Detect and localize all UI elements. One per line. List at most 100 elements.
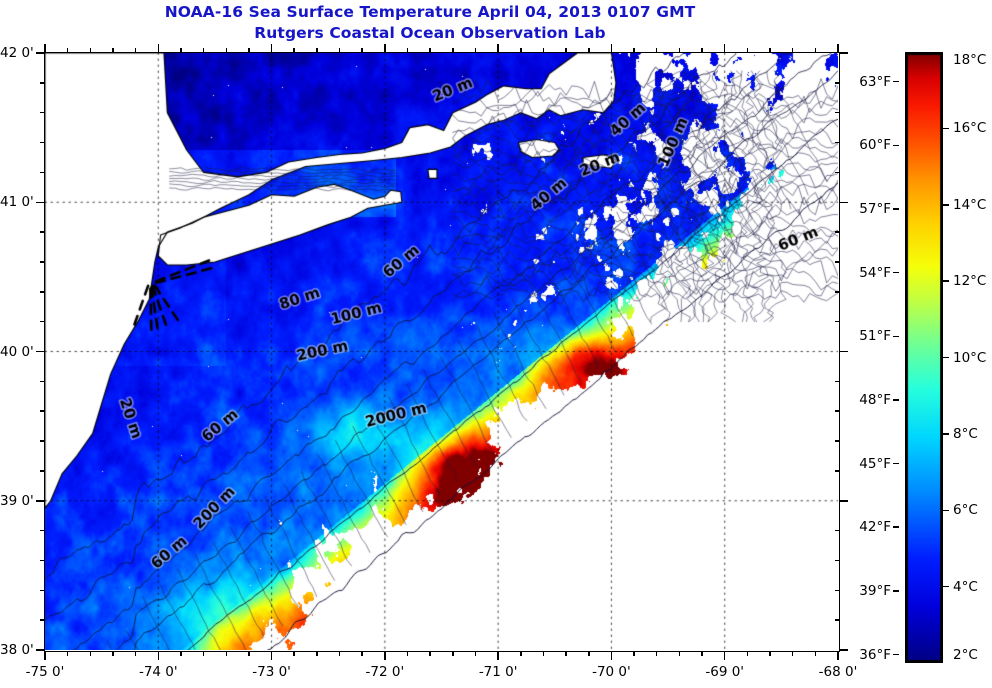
page-title: NOAA-16 Sea Surface Temperature April 04…	[164, 3, 696, 21]
colorbar-label-fahrenheit: 39°F	[859, 582, 891, 599]
colorbar-label-celsius: 2°C	[953, 647, 978, 663]
x-axis-label: -75 0'	[25, 664, 65, 680]
colorbar-tick-fahrenheit	[893, 335, 899, 338]
y-axis-label: 42 0'	[0, 45, 34, 61]
x-tick-minor-top	[406, 48, 409, 53]
x-tick-minor	[565, 651, 567, 656]
colorbar-label-celsius: 8°C	[953, 425, 978, 442]
x-tick-major-top	[270, 44, 273, 53]
y-tick-major	[36, 500, 45, 502]
y-tick-minor	[40, 440, 45, 442]
y-tick-major-right	[839, 52, 848, 54]
x-tick-minor-top	[452, 48, 454, 53]
colorbar-tick-celsius	[943, 433, 949, 435]
colorbar-tick-fahrenheit	[893, 462, 899, 465]
colorbar-tick-fahrenheit	[893, 144, 899, 147]
x-tick-major-top	[44, 44, 46, 53]
x-tick-minor-top	[134, 48, 137, 53]
x-tick-minor	[202, 651, 205, 656]
x-tick-minor-top	[542, 48, 545, 53]
sst-map-plot[interactable]	[44, 52, 840, 652]
y-tick-minor	[40, 141, 45, 144]
x-tick-minor	[248, 651, 250, 656]
y-tick-minor-right	[835, 291, 840, 293]
x-tick-minor-top	[678, 48, 681, 53]
y-tick-minor-right	[835, 380, 840, 383]
x-tick-minor-top	[338, 48, 341, 53]
x-tick-minor-top	[89, 48, 92, 53]
y-tick-minor-right	[835, 141, 840, 144]
x-tick-major-top	[497, 44, 499, 53]
x-tick-minor-top	[655, 48, 658, 53]
y-axis-label: 38 0'	[0, 642, 34, 658]
colorbar-tick-fahrenheit	[893, 399, 899, 401]
colorbar-tick-fahrenheit	[893, 271, 899, 274]
colorbar-legend[interactable]: 2°C 4°C 6°C 8°C 10°C 12°C 14°C 16°C 18°C 36°F 39°…	[859, 52, 986, 663]
x-tick-minor-top	[225, 48, 227, 53]
x-tick-minor-top	[202, 48, 205, 53]
colorbar-label-celsius: 12°C	[953, 273, 987, 290]
x-tick-minor	[701, 651, 703, 656]
colorbar-tick-fahrenheit	[893, 590, 899, 592]
x-tick-minor	[180, 651, 182, 656]
colorbar-label-fahrenheit: 57°F	[859, 200, 891, 217]
colorbar-label-celsius: 6°C	[953, 502, 978, 519]
x-tick-minor	[429, 651, 431, 656]
x-tick-major	[837, 651, 839, 660]
colorbar-gradient	[905, 52, 943, 663]
y-tick-minor-right	[835, 111, 840, 114]
x-tick-major-top	[384, 44, 386, 53]
y-tick-minor-right	[835, 410, 840, 412]
x-tick-major-top	[723, 44, 726, 53]
y-tick-minor-right	[835, 231, 840, 233]
colorbar-tick-fahrenheit	[893, 653, 899, 656]
y-tick-minor	[40, 410, 45, 412]
x-axis-label: -70 0'	[592, 664, 631, 680]
x-tick-minor-top	[316, 48, 318, 53]
x-tick-minor	[588, 651, 590, 656]
y-tick-minor	[40, 320, 45, 323]
y-tick-minor	[40, 619, 45, 621]
x-tick-major	[44, 651, 46, 660]
x-tick-major-top	[610, 44, 613, 53]
x-tick-major-top	[157, 44, 160, 53]
x-tick-minor	[791, 651, 794, 656]
x-tick-minor-top	[112, 48, 114, 53]
x-tick-minor-top	[180, 48, 182, 53]
colorbar-tick-fahrenheit	[893, 208, 899, 210]
x-tick-minor-top	[66, 48, 69, 53]
colorbar-label-fahrenheit: 63°F	[859, 73, 891, 90]
y-tick-major-right	[839, 649, 848, 651]
x-tick-minor	[316, 651, 318, 656]
colorbar-tick-fahrenheit	[893, 526, 899, 528]
x-axis-label: -73 0'	[252, 664, 291, 680]
y-tick-minor	[40, 470, 45, 472]
x-tick-minor-top	[293, 48, 295, 53]
x-tick-minor	[338, 651, 341, 656]
x-tick-minor-top	[429, 48, 431, 53]
y-tick-major	[36, 350, 45, 353]
y-tick-minor-right	[835, 529, 840, 532]
y-tick-minor-right	[835, 171, 840, 174]
y-tick-minor	[40, 529, 45, 532]
x-tick-minor	[520, 651, 522, 656]
x-axis-label: -69 0'	[705, 664, 745, 680]
colorbar-tick-celsius	[943, 356, 949, 359]
y-tick-minor-right	[835, 261, 840, 263]
y-tick-minor	[40, 111, 45, 114]
x-tick-minor	[769, 651, 771, 656]
colorbar-label-celsius: 16°C	[953, 120, 987, 137]
y-tick-minor-right	[835, 440, 840, 442]
colorbar-label-fahrenheit: 45°F	[859, 455, 891, 472]
x-tick-minor	[452, 651, 454, 656]
x-tick-minor-top	[746, 48, 749, 53]
x-tick-minor-top	[361, 48, 363, 53]
y-tick-minor-right	[835, 619, 840, 621]
y-tick-minor-right	[835, 82, 840, 84]
x-tick-minor-top	[248, 48, 250, 53]
x-tick-minor-top	[633, 48, 635, 53]
y-tick-minor	[40, 82, 45, 84]
x-tick-minor	[406, 651, 409, 656]
x-tick-minor-top	[814, 48, 817, 53]
x-tick-minor	[814, 651, 817, 656]
